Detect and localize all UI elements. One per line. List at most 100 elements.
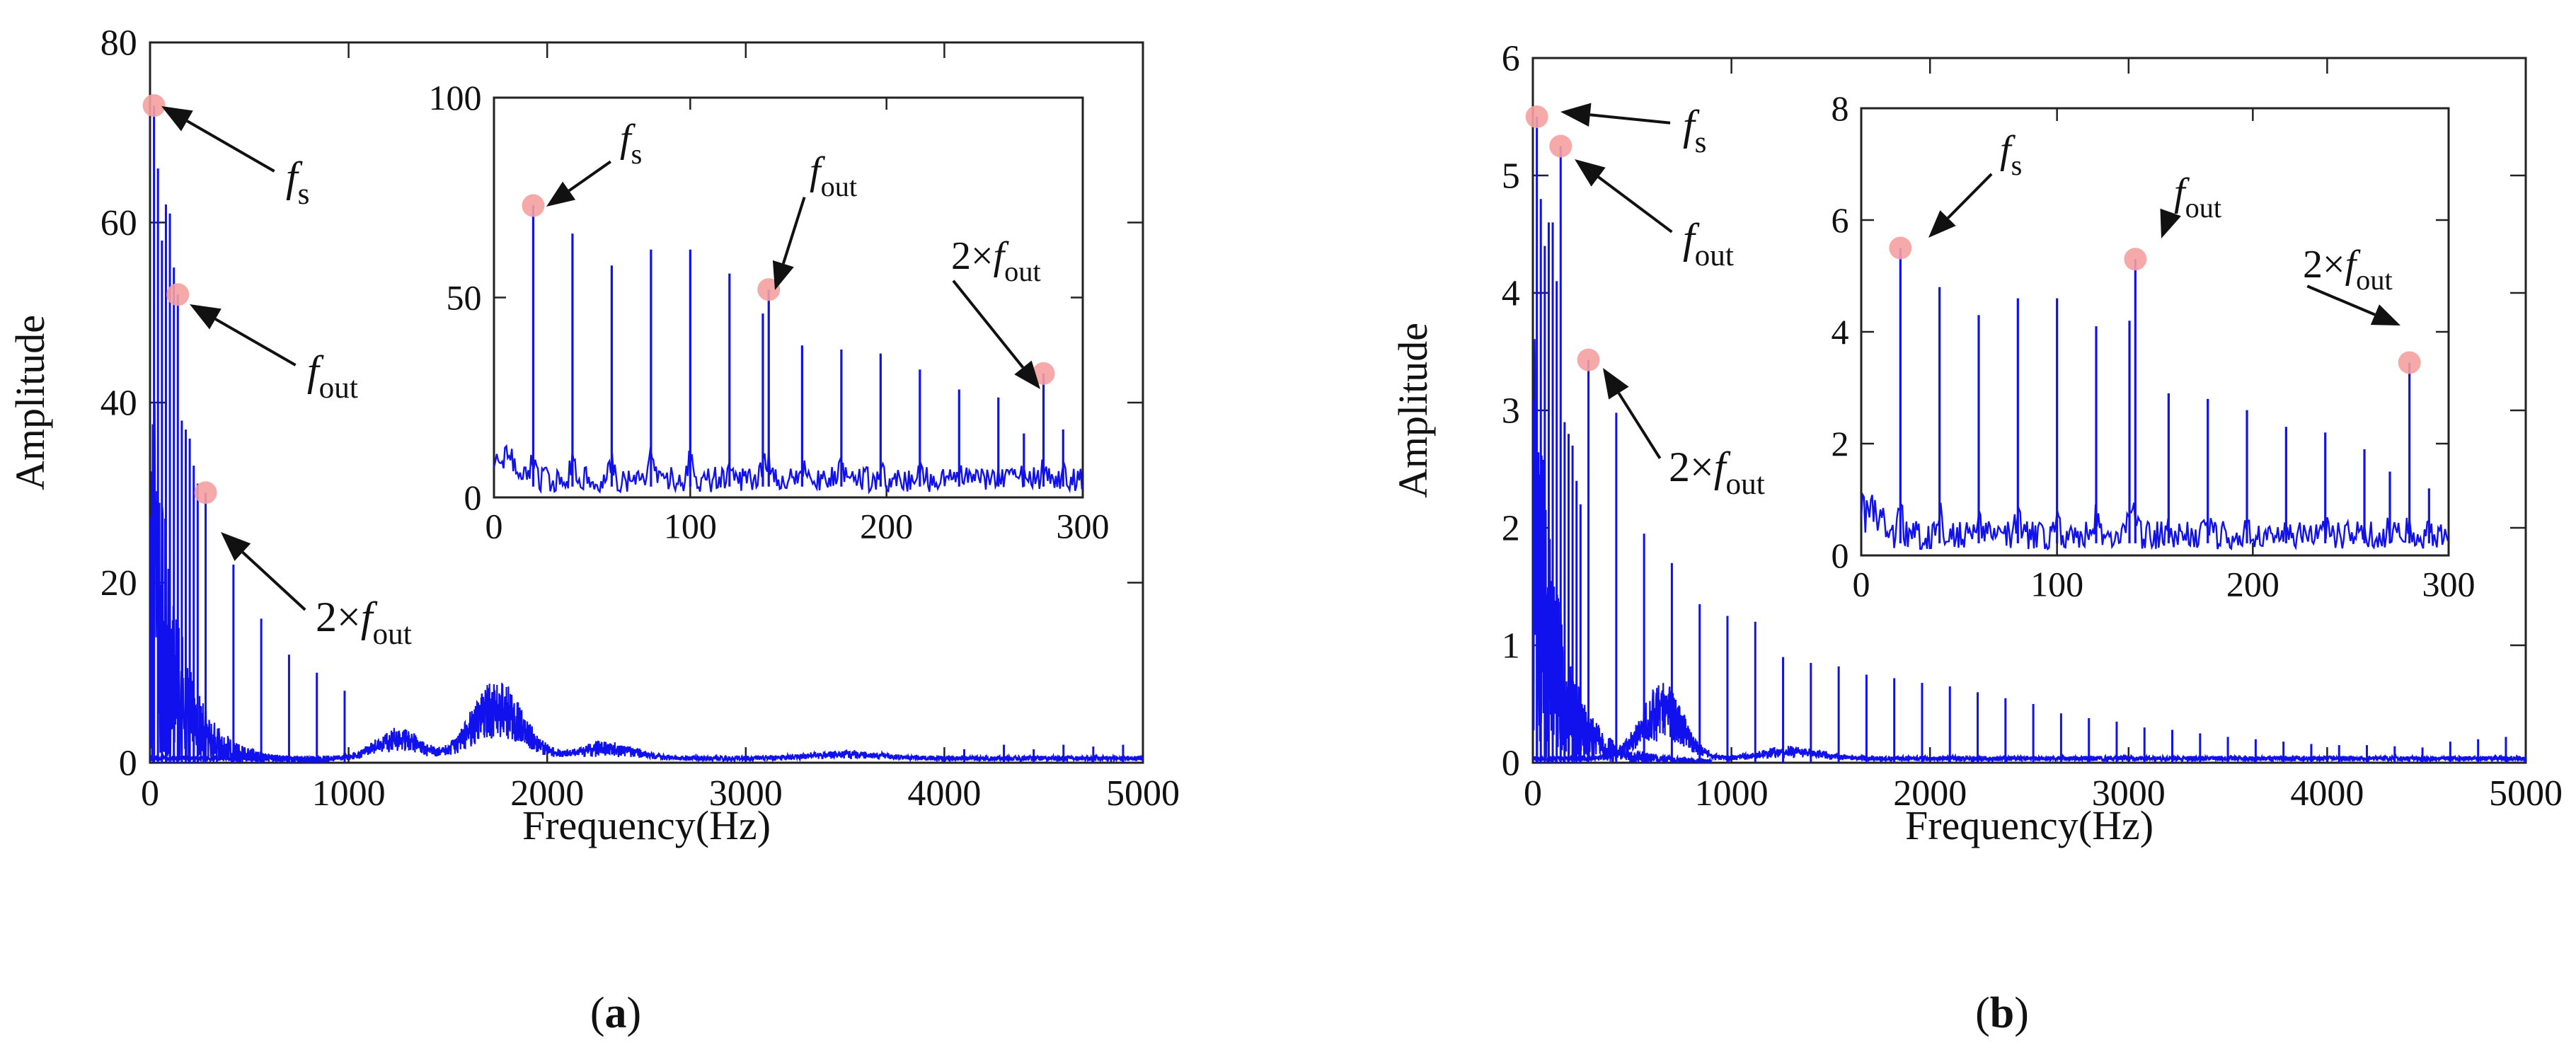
- inset-annotation-arrow: [772, 197, 806, 290]
- inset-xtick-label: 0: [485, 507, 503, 546]
- main-ytick-label: 6: [1502, 39, 1520, 79]
- main-annotation-arrow: [1603, 368, 1662, 459]
- inset-plot-area: [494, 205, 1083, 495]
- y-axis-label: Amplitude: [7, 315, 53, 490]
- inset-axes-frame: [493, 96, 1084, 499]
- main-xtick-label: 2000: [510, 773, 584, 814]
- panel-letter: a: [605, 989, 627, 1037]
- inset-ytick-label: 2: [1832, 424, 1849, 463]
- main-ytick-label: 4: [1502, 274, 1520, 314]
- inset-plot-area: [1861, 248, 2449, 551]
- chart-b: 0 1000 2000 3000 4000 50000123456Frequency(Hz…: [1390, 39, 2563, 1037]
- chart-a: 0 1000 2000 3000 4000 5000020406080Frequency(…: [7, 23, 1180, 1037]
- inset-marker: [1889, 236, 1912, 260]
- main-annotation-label: fs: [286, 154, 309, 211]
- inset-xtick-label: 100: [2030, 565, 2083, 604]
- main-annotation-arrow-arrow-head: [1603, 368, 1629, 400]
- y-axis-label: Amplitude: [1390, 323, 1436, 498]
- main-annotation-label: 2×fout: [316, 594, 412, 651]
- x-axis-label: Frequency(Hz): [1905, 802, 2154, 848]
- inset-xtick-label: 300: [1057, 507, 1110, 546]
- main-plot-area: [1533, 117, 2526, 763]
- main-xtick-label: 0: [141, 773, 159, 814]
- x-axis-label: Frequency(Hz): [522, 802, 771, 848]
- inset-axes-frame: [1860, 107, 2450, 557]
- panel-label: (b): [1975, 989, 2029, 1037]
- main-annotation-arrow-arrow-head: [221, 532, 251, 561]
- main-xtick-label: 1000: [1695, 773, 1769, 814]
- main-ytick-label: 80: [100, 23, 137, 64]
- main-ytick-label: 60: [100, 203, 137, 243]
- inset-ytick-label: 0: [464, 478, 482, 517]
- inset-annotation-arrow-arrow-head: [1928, 210, 1956, 238]
- main-annotation-arrow-arrow-shaft: [186, 120, 275, 173]
- main-annotation-arrow-arrow-shaft: [1597, 175, 1673, 233]
- inset-annotation-arrow-arrow-shaft: [2306, 284, 2376, 316]
- inset-marker: [522, 194, 545, 217]
- main-xtick-label: 3000: [709, 773, 783, 814]
- main-marker: [1577, 348, 1600, 371]
- inset-annotation-arrow: [1928, 173, 1993, 238]
- inset-marker: [2398, 351, 2421, 374]
- main-ytick-label: 0: [1502, 744, 1520, 784]
- inset-annotation-arrow: [2160, 208, 2182, 238]
- main-low-freq-line: [1533, 339, 1713, 763]
- inset-xtick-label: 100: [664, 507, 717, 546]
- inset-marker: [757, 278, 781, 301]
- main-xtick-label: 2000: [1893, 773, 1967, 814]
- inset-noise-line: [1861, 491, 2449, 551]
- main-ytick-label: 0: [119, 744, 137, 784]
- main-xtick-label: 5000: [2489, 773, 2563, 814]
- inset-annotation-arrow-arrow-head: [546, 181, 576, 207]
- main-annotation-arrow-arrow-head: [1560, 103, 1592, 127]
- main-annotation-label: fout: [307, 347, 358, 405]
- main-annotation-arrow-arrow-shaft: [214, 318, 297, 367]
- inset-ytick-label: 8: [1832, 88, 1849, 128]
- inset-ytick-label: 4: [1832, 312, 1849, 352]
- inset-annotation-arrow-arrow-shaft: [1947, 173, 1993, 219]
- inset-annotation-arrow-arrow-head: [2160, 208, 2182, 238]
- inset-annotation-arrow-arrow-shaft: [952, 279, 1025, 369]
- inset-xtick-label: 200: [2226, 565, 2279, 604]
- main-ytick-label: 2: [1502, 509, 1520, 549]
- inset-xtick-label: 200: [860, 507, 913, 546]
- main-annotation-arrow-arrow-head: [190, 304, 222, 330]
- main-ytick-label: 20: [100, 563, 137, 604]
- main-annotation-arrow-arrow-shaft: [241, 550, 306, 611]
- main-annotation-arrow-arrow-shaft: [1617, 392, 1662, 459]
- inset-annotation-arrow-arrow-shaft: [781, 197, 806, 265]
- main-annotation-arrow: [221, 532, 306, 611]
- inset-annotation-label: fs: [2000, 128, 2022, 181]
- main-xtick-label: 4000: [907, 773, 981, 814]
- inset-annotation-arrow-arrow-head: [2370, 304, 2400, 325]
- main-xtick-label: 3000: [2092, 773, 2166, 814]
- inset-ytick-label: 6: [1832, 200, 1849, 240]
- main-marker: [142, 94, 166, 117]
- inset-annotation-arrow-arrow-shaft: [568, 160, 611, 192]
- main-ytick-label: 5: [1502, 156, 1520, 197]
- main-xtick-label: 0: [1524, 773, 1542, 814]
- main-marker: [1549, 134, 1572, 158]
- main-ytick-label: 3: [1502, 391, 1520, 432]
- main-xtick-label: 5000: [1106, 773, 1180, 814]
- main-ytick-label: 40: [100, 383, 137, 424]
- main-xtick-label: 1000: [312, 773, 386, 814]
- main-marker: [166, 283, 190, 306]
- panel-letter: b: [1990, 989, 2014, 1037]
- main-marker: [1525, 105, 1548, 128]
- inset-xtick-label: 0: [1853, 565, 1870, 604]
- main-annotation-arrow: [190, 304, 297, 367]
- main-marker: [194, 481, 217, 504]
- inset-ytick-label: 50: [447, 278, 482, 318]
- inset-annotation-label: 2×fout: [951, 234, 1041, 287]
- inset-noise-line: [494, 444, 1083, 495]
- main-ytick-label: 1: [1502, 626, 1520, 667]
- inset-annotation-arrow: [2306, 284, 2400, 325]
- inset-annotation-arrow-arrow-head: [772, 260, 794, 290]
- main-annotation-arrow: [1560, 103, 1671, 127]
- panel-label: (a): [590, 989, 641, 1037]
- main-annotation-arrow-arrow-shaft: [1589, 113, 1671, 125]
